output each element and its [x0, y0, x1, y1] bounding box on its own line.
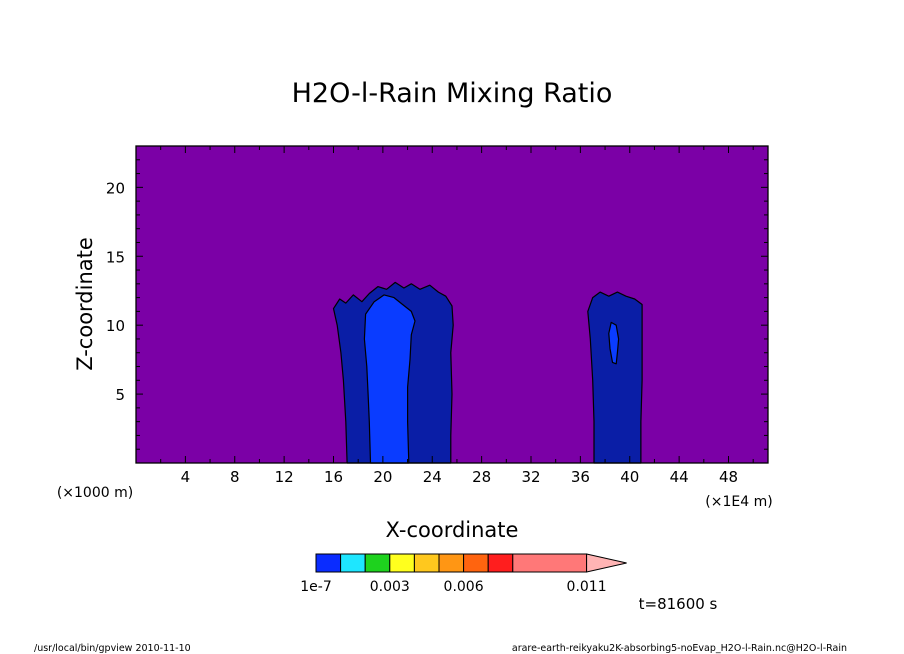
- x-axis-label: X-coordinate: [386, 518, 519, 542]
- y-axis-label: Z-coordinate: [73, 237, 97, 371]
- colorbar-swatch: [364, 553, 391, 573]
- y-tick-label: 20: [106, 179, 125, 197]
- contour-region-outer-2: [587, 291, 643, 464]
- x-tick-label: 36: [571, 468, 590, 486]
- x-tick-label: 28: [472, 468, 491, 486]
- x-tick-label: 4: [181, 468, 191, 486]
- axis-ticks: [136, 145, 768, 463]
- x-tick-label: 44: [670, 468, 689, 486]
- colorbar-label: 0.011: [567, 579, 607, 595]
- time-label: t=81600 s: [639, 595, 718, 613]
- x-tick-label: 8: [230, 468, 240, 486]
- y-tick-labels: 5 10 15 20: [106, 179, 125, 404]
- x-tick-label: 20: [373, 468, 392, 486]
- y-tick-label: 5: [115, 386, 125, 404]
- contour-region-inner-2: [608, 321, 620, 365]
- footer-right: arare-earth-reikyaku2K-absorbing5-noEvap…: [512, 643, 847, 654]
- colorbar-swatch: [512, 553, 588, 573]
- colorbar-swatch: [487, 553, 514, 573]
- colorbar-swatch: [315, 553, 342, 573]
- x-unit-label-left: (×1000 m): [57, 485, 133, 501]
- chart-title: H2O-l-Rain Mixing Ratio: [292, 78, 613, 109]
- colorbar-swatch: [340, 553, 366, 573]
- colorbar-swatch: [438, 553, 465, 573]
- y-tick-label: 15: [106, 248, 125, 266]
- footer-left: /usr/local/bin/gpview 2010-11-10: [34, 643, 191, 654]
- colorbar-label: 1e-7: [300, 579, 331, 595]
- x-tick-labels: 4 8 12 16 20 24 28 32 36 40 44 48: [181, 468, 738, 486]
- y-tick-label: 10: [106, 317, 125, 335]
- colorbar-extend-triangle: [586, 553, 627, 573]
- colorbar-swatch: [413, 553, 440, 573]
- contour-regions: [332, 281, 643, 464]
- x-tick-label: 32: [521, 468, 540, 486]
- colorbar-swatch: [463, 553, 489, 573]
- colorbar-label: 0.006: [444, 579, 484, 595]
- plot-area: [135, 145, 769, 464]
- x-tick-label: 16: [324, 468, 343, 486]
- x-unit-label-right: (×1E4 m): [705, 494, 772, 510]
- colorbar-swatch: [389, 553, 415, 573]
- plot-frame: [135, 145, 769, 464]
- x-tick-label: 24: [423, 468, 442, 486]
- x-tick-label: 48: [719, 468, 738, 486]
- contour-region-inner-1: [363, 294, 416, 464]
- x-tick-label: 12: [275, 468, 294, 486]
- colorbar-label: 0.003: [370, 579, 410, 595]
- x-tick-label: 40: [620, 468, 639, 486]
- plot-background: [136, 146, 768, 463]
- colorbar: 1e-7 0.003 0.006 0.011: [300, 553, 627, 595]
